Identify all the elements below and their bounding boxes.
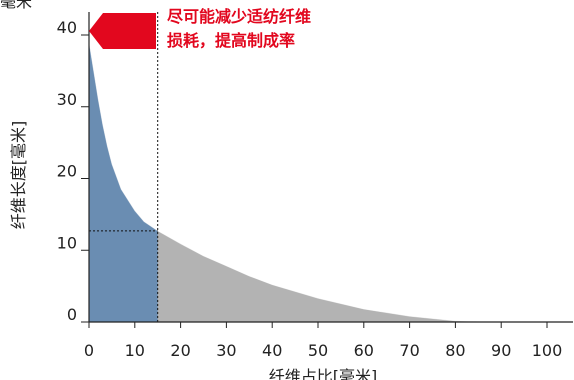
callout-text-line-1: 尽可能减少适纺纤维 (167, 7, 311, 26)
y-tick-label: 40 (57, 18, 77, 37)
x-tick-label: 40 (262, 341, 282, 360)
fiber-length-curve (88, 42, 547, 323)
x-tick-label: 60 (354, 341, 374, 360)
x-tick-label: 90 (491, 341, 511, 360)
x-tick-label: 10 (125, 341, 145, 360)
y-tick-label: 30 (57, 90, 77, 109)
x-tick-label: 70 (399, 341, 419, 360)
x-tick-label: 50 (308, 341, 328, 360)
x-axis-ticks: 0 10 20 30 40 50 60 70 80 90 100 (84, 322, 562, 360)
short-fiber-area (89, 42, 158, 322)
y-tick-label: 10 (57, 233, 77, 252)
y-axis-title: 纤维长度[毫米] (9, 121, 28, 230)
x-tick-label: 30 (216, 341, 236, 360)
y-axis-ticks: 0 10 20 30 40 (57, 18, 89, 324)
x-tick-label: 20 (170, 341, 190, 360)
x-tick-label: 0 (84, 341, 94, 360)
y-tick-label: 20 (57, 162, 77, 181)
top-cut-label: 毫米 (0, 0, 32, 11)
callout-text-line-2: 损耗，提高制成率 (167, 31, 295, 50)
callout-arrow (89, 13, 156, 49)
x-tick-label: 100 (532, 341, 563, 360)
x-tick-label: 80 (445, 341, 465, 360)
y-tick-label: 0 (67, 305, 77, 324)
x-axis-title: 纤维占比[毫米] (269, 367, 378, 380)
